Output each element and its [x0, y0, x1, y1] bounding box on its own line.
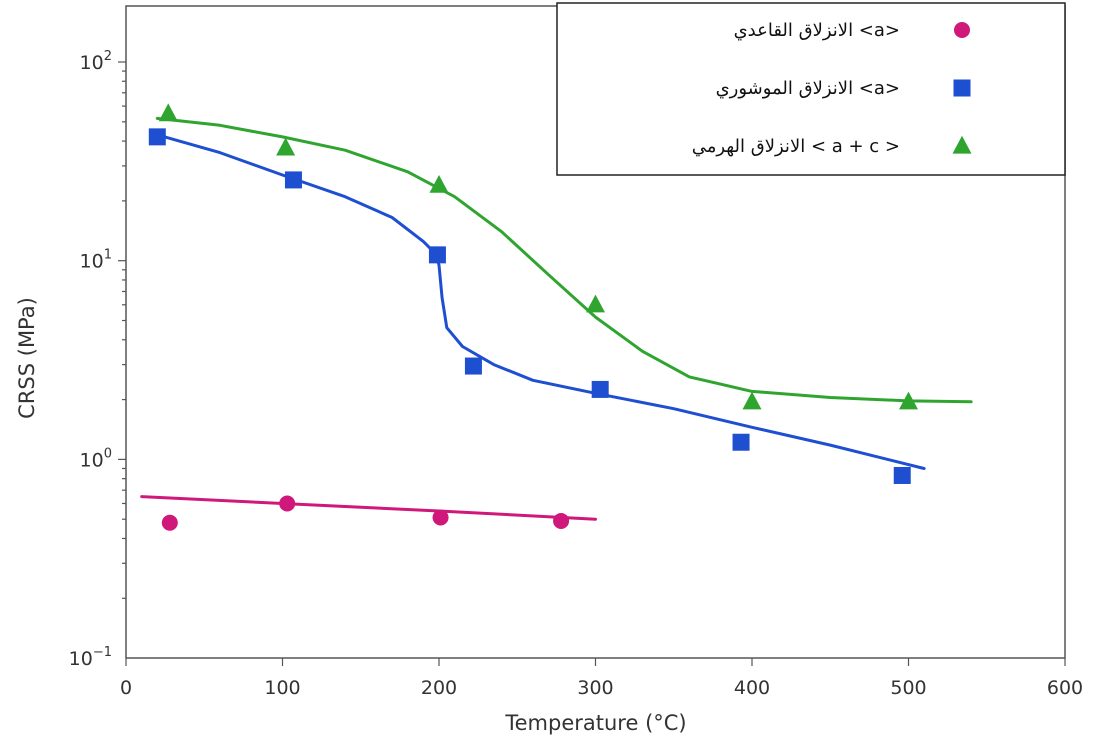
y-axis-title: CRSS (MPa) [15, 297, 39, 419]
y-tick-exponent: −1 [93, 645, 112, 660]
y-tick-label: 10−1 [69, 645, 112, 670]
fit-line-series-3 [155, 116, 973, 404]
y-tick-label: 102 [80, 49, 112, 74]
data-point-series-1 [279, 495, 296, 512]
data-point-series-2 [148, 128, 166, 146]
legend: الانزلاق القاعدي <a> الانزلاق الموشوري <a… [556, 2, 1066, 176]
data-point-series-3 [899, 391, 918, 410]
data-point-series-2 [893, 466, 911, 484]
x-tick-label: 300 [577, 677, 613, 699]
data-point-series-3 [742, 391, 762, 410]
data-point-series-3 [276, 137, 296, 156]
x-tick-label: 200 [421, 677, 457, 699]
x-tick-label: 0 [120, 677, 132, 699]
y-tick-label: 101 [80, 248, 112, 273]
data-point-series-3 [586, 294, 605, 313]
y-tick-base: 10 [69, 648, 93, 670]
data-point-series-2 [284, 171, 302, 189]
legend-marker-series-1 [954, 22, 970, 38]
legend-entries: الانزلاق القاعدي <a> الانزلاق الموشوري <a… [692, 20, 972, 157]
legend-label-series-3: الانزلاق الهرمي < a + c > [692, 136, 900, 157]
data-point-series-3 [429, 174, 449, 193]
y-tick-base: 10 [80, 52, 104, 74]
legend-label-series-2: الانزلاق الموشوري <a> [716, 78, 900, 99]
y-tick-base: 10 [80, 449, 104, 471]
x-axis-title: Temperature (°C) [504, 711, 686, 735]
legend-box [556, 2, 1066, 176]
x-axis-ticks: 0 100 200 300 400 500 600 [120, 658, 1083, 699]
x-tick-label: 100 [264, 677, 300, 699]
data-point-series-2 [591, 380, 609, 398]
fit-line-series-1 [140, 495, 597, 521]
y-tick-exponent: 1 [104, 248, 112, 263]
data-point-series-1 [161, 514, 178, 531]
x-tick-label: 600 [1047, 677, 1083, 699]
x-tick-label: 400 [734, 677, 770, 699]
legend-marker-series-3 [952, 135, 972, 154]
x-tick-label: 500 [890, 677, 926, 699]
y-tick-exponent: 0 [104, 446, 112, 461]
data-markers [148, 103, 918, 531]
data-point-series-2 [428, 246, 446, 264]
data-point-series-2 [464, 357, 482, 375]
fit-line-series-2 [155, 133, 926, 470]
legend-marker-series-2 [953, 79, 971, 97]
legend-label-series-1: الانزلاق القاعدي <a> [734, 20, 900, 41]
data-point-series-1 [553, 512, 570, 529]
y-tick-base: 10 [80, 251, 104, 273]
data-point-series-1 [432, 509, 449, 526]
y-tick-exponent: 2 [104, 49, 112, 64]
data-point-series-2 [732, 433, 750, 451]
data-point-series-3 [158, 103, 178, 122]
fit-lines [140, 116, 973, 521]
y-tick-label: 100 [80, 446, 112, 471]
